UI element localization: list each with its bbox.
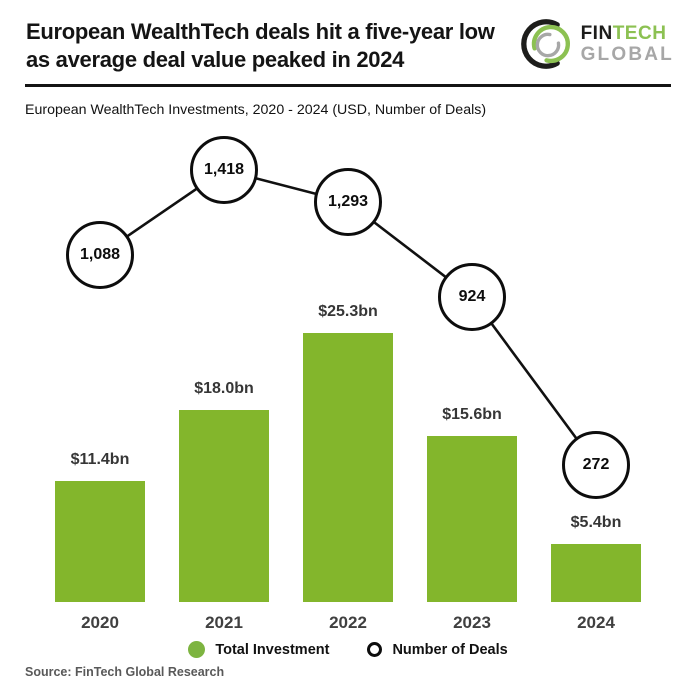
deal-count-bubble-2023: 924 (438, 263, 506, 332)
legend-total-investment: Total Investment (188, 641, 329, 658)
total-investment-bar-2022 (303, 332, 393, 602)
page-title: European WealthTech deals hit a five-yea… (26, 18, 536, 74)
logo-global-text: GLOBAL (580, 44, 674, 65)
year-label-2022: 2022 (329, 613, 367, 632)
legend-number-of-deals-label: Number of Deals (392, 641, 508, 658)
legend-total-investment-label: Total Investment (215, 641, 330, 658)
logo-mark-icon (520, 19, 570, 69)
legend-ring-icon (367, 642, 383, 657)
total-investment-bar-2021 (179, 410, 269, 602)
bar-value-label-2020: $11.4bn (70, 450, 130, 468)
logo-tech-text: TECH (612, 23, 667, 44)
source-note: Source: FinTech Global Research (25, 665, 225, 679)
deal-count-bubble-2022: 1,293 (314, 168, 382, 237)
bar-value-label-2022: $25.3bn (318, 302, 378, 320)
bar-value-label-2024: $5.4bn (570, 514, 622, 532)
bar-value-label-2021: $18.0bn (194, 380, 254, 398)
total-investment-bar-2024 (551, 544, 641, 602)
page-title-line1: European WealthTech deals hit a five-yea… (26, 19, 495, 44)
total-investment-bar-2020 (55, 480, 145, 602)
bar-value-label-2023: $15.6bn (442, 405, 502, 423)
year-label-2020: 2020 (81, 613, 119, 632)
deal-count-bubble-2024: 272 (562, 431, 630, 499)
year-label-2024: 2024 (577, 613, 615, 632)
logo-wordmark: FINTECH GLOBAL (581, 23, 674, 65)
deal-count-bubble-2021: 1,418 (190, 136, 258, 204)
legend-number-of-deals: Number of Deals (367, 641, 508, 658)
year-label-2021: 2021 (205, 613, 243, 632)
deal-count-bubble-2020: 1,088 (66, 220, 134, 289)
year-label-2023: 2023 (453, 613, 491, 632)
chart-legend: Total Investment Number of Deals (0, 641, 696, 658)
legend-dot-icon (188, 641, 206, 658)
chart-area: $11.4bn 2020 $18.0bn 2021 $25.3bn 2022 $15.6bn… (0, 130, 696, 632)
fintech-global-logo: FINTECH GLOBAL (519, 14, 674, 74)
total-investment-bar-2023 (427, 435, 517, 602)
logo-fin-text: FIN (580, 23, 613, 44)
report-subtitle: European WealthTech Investments, 2020 - … (25, 102, 487, 118)
page-title-line2: as average deal value peaked in 2024 (26, 47, 405, 72)
title-divider (25, 84, 671, 87)
